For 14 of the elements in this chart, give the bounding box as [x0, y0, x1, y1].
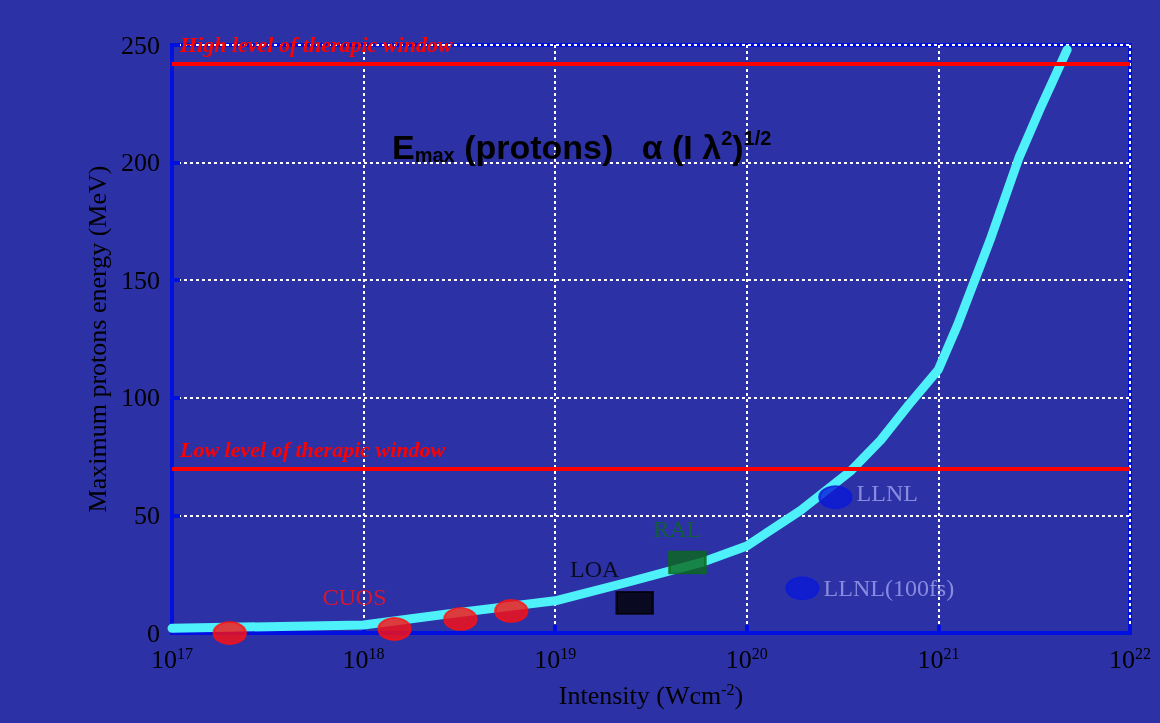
series-label: LLNL(100fs) [823, 575, 955, 602]
series-label: LOA [570, 556, 621, 583]
y-axis-title: Maximum protons energy (MeV) [82, 165, 112, 513]
y-tick-label: 150 [121, 265, 160, 295]
y-tick-label: 0 [147, 618, 160, 648]
series-label: CUOS [322, 584, 387, 611]
y-tick-label: 250 [121, 30, 160, 60]
series-label: RAL [653, 515, 702, 542]
ref-line-label: Low level of therapic window [179, 436, 446, 462]
y-tick-label: 200 [121, 148, 160, 178]
series-label: LLNL [856, 480, 918, 507]
y-tick-label: 50 [134, 500, 160, 530]
y-tick-label: 100 [121, 383, 160, 413]
ref-line-label: High level of therapic window [179, 32, 453, 58]
